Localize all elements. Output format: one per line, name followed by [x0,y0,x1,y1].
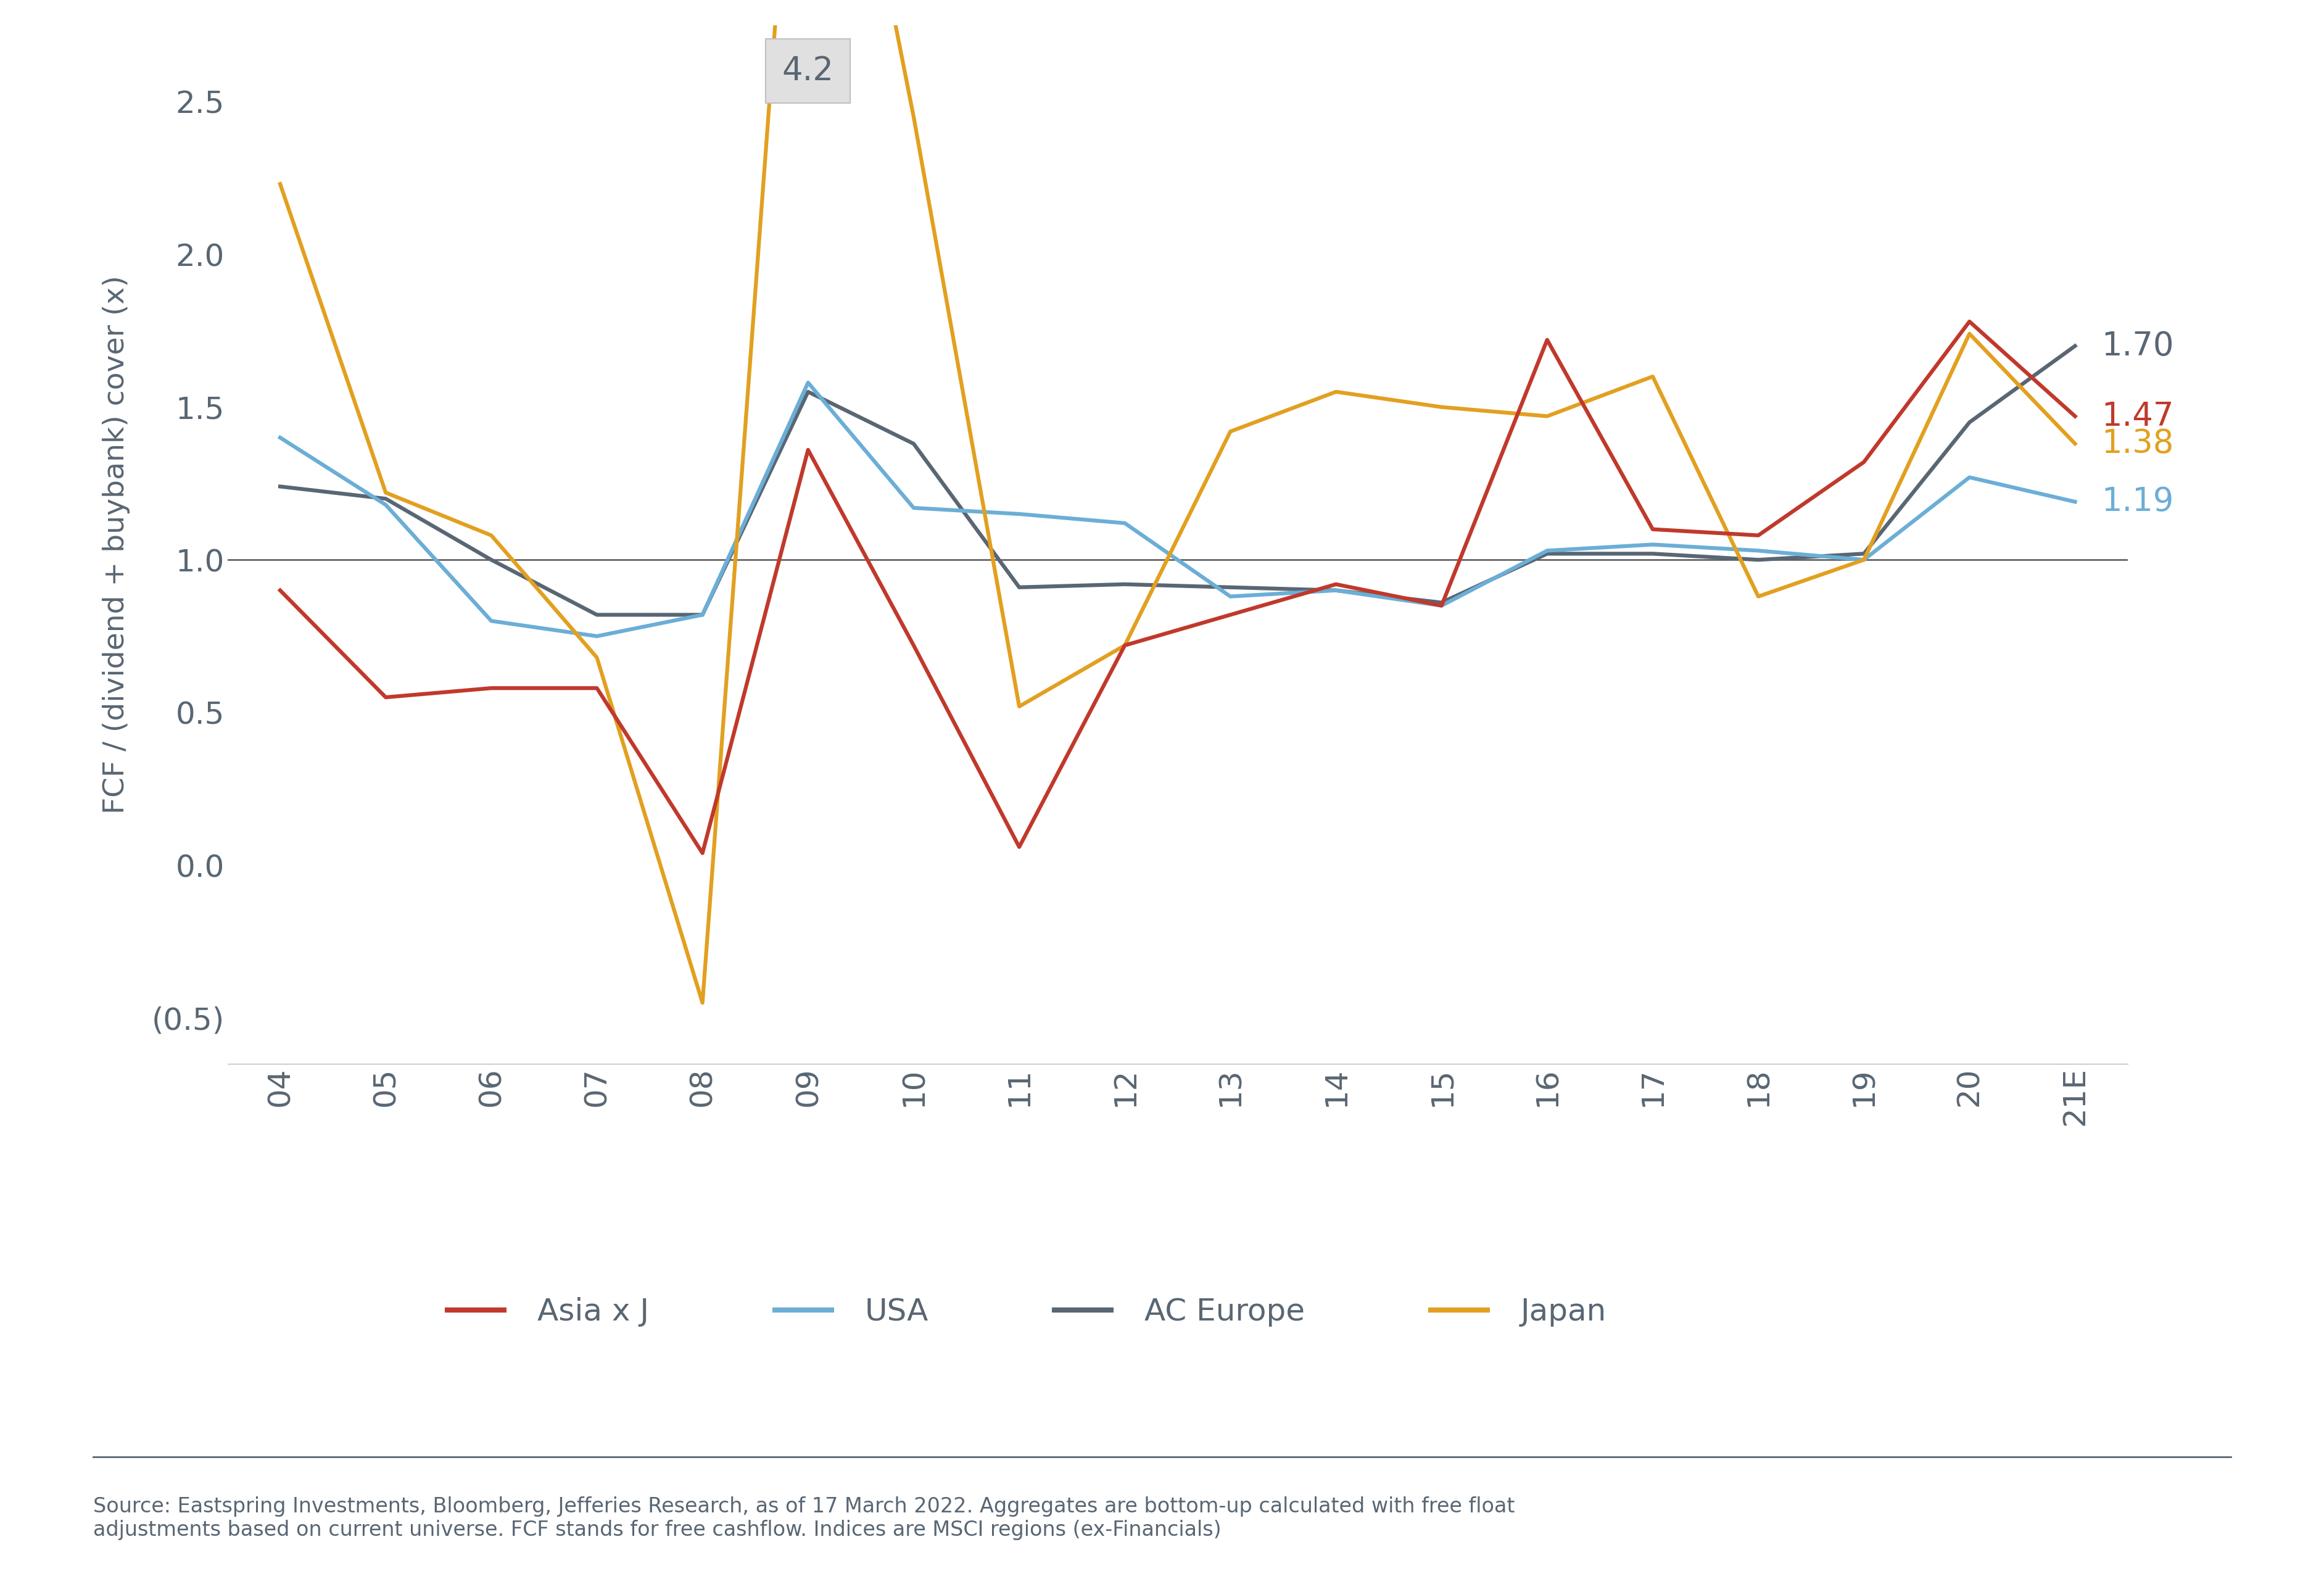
Text: 4.2: 4.2 [783,56,834,88]
Text: Source: Eastspring Investments, Bloomberg, Jefferies Research, as of 17 March 20: Source: Eastspring Investments, Bloomber… [93,1496,1515,1541]
Text: 1.70: 1.70 [2101,330,2173,361]
Text: 1.38: 1.38 [2101,428,2173,460]
Y-axis label: FCF / (dividend + buybank) cover (x): FCF / (dividend + buybank) cover (x) [102,275,130,814]
Text: 1.47: 1.47 [2101,400,2173,433]
Text: 1.19: 1.19 [2101,486,2173,517]
Legend: Asia x J, USA, AC Europe, Japan: Asia x J, USA, AC Europe, Japan [432,1285,1620,1339]
